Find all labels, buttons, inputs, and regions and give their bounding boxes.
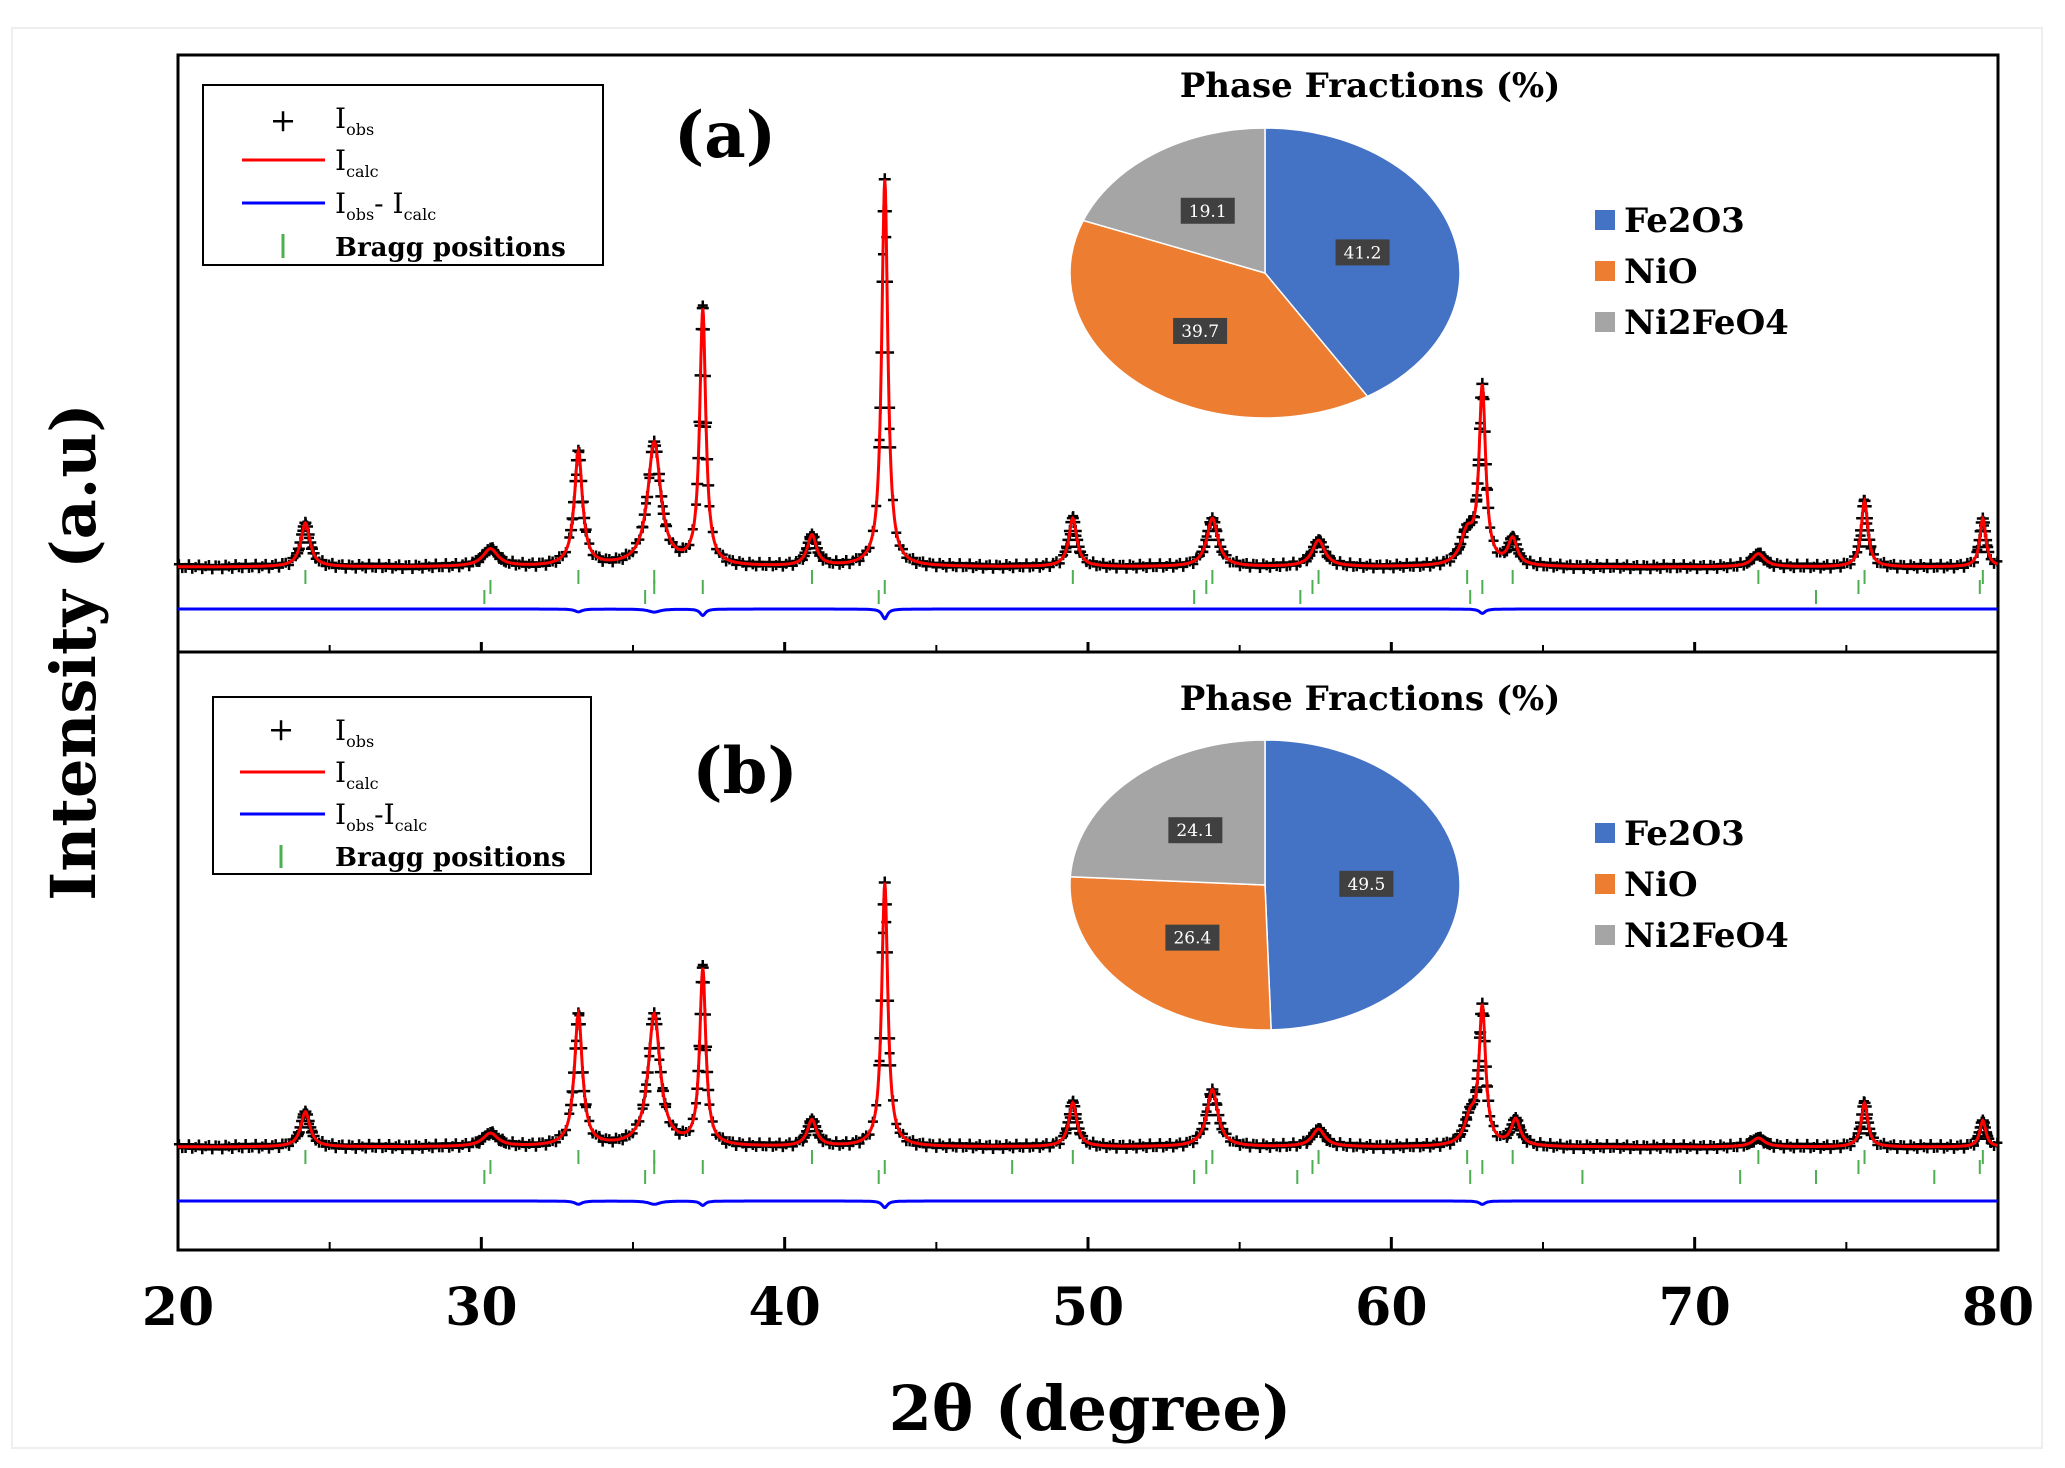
pie-b-legend-swatch-nio <box>1595 874 1615 894</box>
pie-a-title: Phase Fractions (%) <box>1180 66 1561 106</box>
pie-a-legend-fe2o3: Fe2O3 <box>1624 201 1745 241</box>
legend-b-box <box>212 696 592 875</box>
difference-series <box>178 1199 1998 1210</box>
panel-b-label: (b) <box>692 734 797 809</box>
pie-b-legend-ni2feo4: Ni2FeO4 <box>1624 916 1789 956</box>
pie-data-label: 41.2 <box>1344 243 1382 263</box>
x-tick-label: 40 <box>748 1277 820 1338</box>
panel-a-label: (a) <box>674 98 776 173</box>
legend-a-box <box>202 84 604 266</box>
pie-data-label: 24.1 <box>1176 821 1214 841</box>
pie-slice-ni2feo4 <box>1069 739 1266 886</box>
legend-a: + Iobs Icalc Iobs- Icalc Bragg positions <box>202 84 604 266</box>
pie-data-label: 19.1 <box>1189 202 1227 222</box>
calculated-intensity-series <box>178 179 1998 569</box>
pie-a-legend-ni2feo4: Ni2FeO4 <box>1624 303 1789 343</box>
calculated-intensity-series <box>178 882 1998 1149</box>
y-axis-label: Intensity (a.u) <box>37 403 110 900</box>
pie-data-label-bg <box>1335 239 1390 266</box>
legend-a-bragg-label: Bragg positions <box>335 233 566 263</box>
x-axis-ticks: 20 30 40 50 60 70 80 <box>142 642 2034 1338</box>
pie-data-label-bg <box>1173 317 1228 344</box>
x-tick-label: 50 <box>1052 1277 1124 1338</box>
legend-a-obs-marker: + <box>270 101 297 139</box>
pie-data-label-bg <box>1168 817 1223 844</box>
pie-b-legend-swatch-fe2o3 <box>1595 823 1615 843</box>
pie-a-legend-nio: NiO <box>1624 252 1698 292</box>
legend-b: + Iobs Icalc Iobs-Icalc Bragg positions <box>212 696 592 875</box>
legend-b-diff-label: Iobs-Icalc <box>335 798 427 835</box>
pie-a-legend-swatch-ni2feo4 <box>1595 312 1615 332</box>
x-tick-label: 30 <box>445 1277 517 1338</box>
pie-slice-nio <box>1069 876 1272 1031</box>
pie-data-label: 39.7 <box>1181 322 1219 342</box>
pie-a-legend-swatch-fe2o3 <box>1595 210 1615 230</box>
pie-a-legend: Fe2O3 NiO Ni2FeO4 <box>1595 201 1789 343</box>
x-tick-label: 60 <box>1355 1277 1427 1338</box>
legend-b-obs-marker: + <box>268 710 295 748</box>
x-tick-label: 80 <box>1962 1277 2034 1338</box>
legend-a-obs-label: Iobs <box>335 102 374 139</box>
panel-b <box>173 876 2003 1210</box>
legend-b-calc-label: Icalc <box>335 756 379 793</box>
difference-series <box>178 607 1998 621</box>
x-tick-label: 20 <box>142 1277 214 1338</box>
pie-data-label-bg <box>1180 197 1235 224</box>
pie-data-label-bg <box>1165 924 1220 951</box>
pie-data-label: 26.4 <box>1173 929 1211 949</box>
legend-b-bragg-label: Bragg positions <box>335 843 566 873</box>
pie-b-legend-swatch-ni2feo4 <box>1595 925 1615 945</box>
pie-b-legend-nio: NiO <box>1624 865 1698 905</box>
pie-b-title: Phase Fractions (%) <box>1180 679 1561 719</box>
x-axis-label: 2θ (degree) <box>889 1372 1291 1445</box>
pie-data-label: 49.5 <box>1347 875 1385 895</box>
pie-chart-a: 41.2 39.7 19.1 <box>1069 127 1461 419</box>
figure-frame <box>11 27 2043 1449</box>
pie-slice-ni2feo4 <box>1082 127 1266 274</box>
pie-a-legend-swatch-nio <box>1595 261 1615 281</box>
legend-a-calc-label: Icalc <box>335 144 379 181</box>
panel-a <box>173 173 2003 621</box>
pie-chart-b: 49.5 26.4 24.1 <box>1069 739 1461 1031</box>
x-tick-label: 70 <box>1658 1277 1730 1338</box>
legend-b-obs-label: Iobs <box>335 714 374 751</box>
pie-data-label-bg <box>1339 870 1394 897</box>
legend-a-diff-label: Iobs- Icalc <box>335 187 436 224</box>
pie-b-legend: Fe2O3 NiO Ni2FeO4 <box>1595 814 1789 956</box>
pie-b-legend-fe2o3: Fe2O3 <box>1624 814 1745 854</box>
